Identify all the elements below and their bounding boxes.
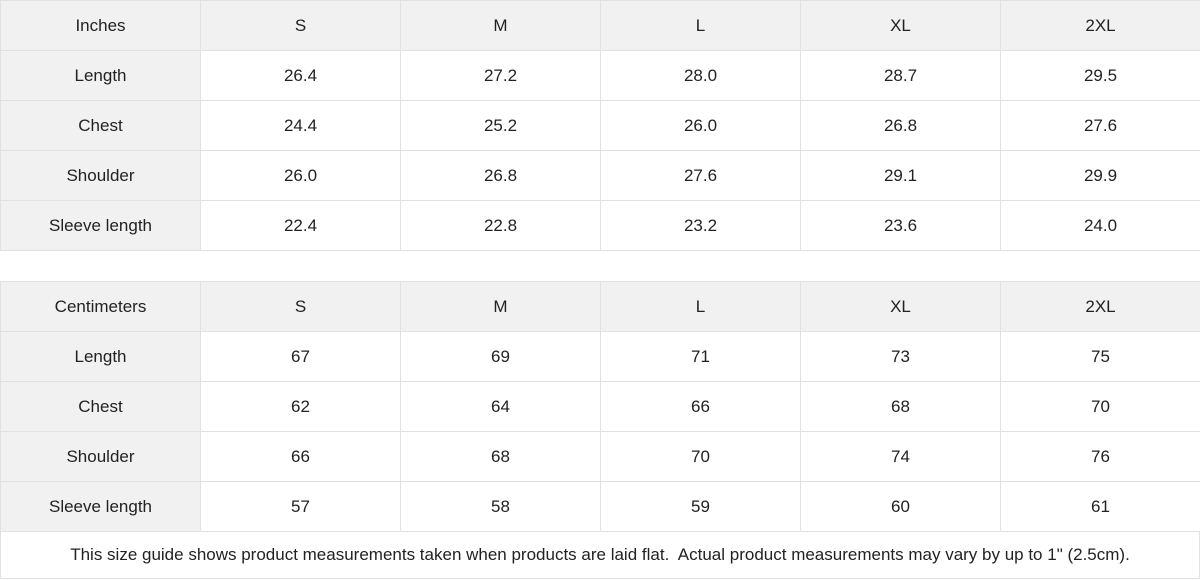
size-column-header-s: S [200, 281, 401, 332]
measurement-label: Shoulder [0, 150, 201, 201]
measurement-label: Chest [0, 381, 201, 432]
measurement-value: 25.2 [400, 100, 601, 151]
table-row-sleeve-length: Sleeve length 57 58 59 60 61 [0, 481, 1200, 532]
measurement-value: 24.4 [200, 100, 401, 151]
inches-header-row: Inches S M L XL 2XL [0, 0, 1200, 51]
measurement-value: 71 [600, 331, 801, 382]
centimeters-table: Centimeters S M L XL 2XL Length 67 69 71… [0, 281, 1200, 532]
measurement-value: 61 [1000, 481, 1200, 532]
measurement-label: Sleeve length [0, 200, 201, 251]
table-row-chest: Chest 24.4 25.2 26.0 26.8 27.6 [0, 100, 1200, 151]
size-guide-note: This size guide shows product measuremen… [0, 532, 1200, 579]
measurement-value: 27.2 [400, 50, 601, 101]
measurement-value: 58 [400, 481, 601, 532]
measurement-value: 67 [200, 331, 401, 382]
measurement-label: Length [0, 331, 201, 382]
measurement-value: 24.0 [1000, 200, 1200, 251]
measurement-value: 60 [800, 481, 1001, 532]
measurement-value: 28.0 [600, 50, 801, 101]
table-row-shoulder: Shoulder 66 68 70 74 76 [0, 431, 1200, 482]
measurement-value: 22.4 [200, 200, 401, 251]
table-row-length: Length 26.4 27.2 28.0 28.7 29.5 [0, 50, 1200, 101]
measurement-value: 22.8 [400, 200, 601, 251]
table-row-sleeve-length: Sleeve length 22.4 22.8 23.2 23.6 24.0 [0, 200, 1200, 251]
measurement-value: 68 [800, 381, 1001, 432]
size-column-header-m: M [400, 0, 601, 51]
measurement-value: 23.6 [800, 200, 1001, 251]
measurement-value: 76 [1000, 431, 1200, 482]
measurement-value: 26.8 [400, 150, 601, 201]
measurement-label: Chest [0, 100, 201, 151]
measurement-value: 68 [400, 431, 601, 482]
size-column-header-2xl: 2XL [1000, 0, 1200, 51]
measurement-value: 73 [800, 331, 1001, 382]
measurement-value: 27.6 [600, 150, 801, 201]
table-row-length: Length 67 69 71 73 75 [0, 331, 1200, 382]
measurement-label: Shoulder [0, 431, 201, 482]
unit-header-inches: Inches [0, 0, 201, 51]
measurement-value: 59 [600, 481, 801, 532]
measurement-value: 69 [400, 331, 601, 382]
table-row-shoulder: Shoulder 26.0 26.8 27.6 29.1 29.9 [0, 150, 1200, 201]
measurement-value: 26.0 [600, 100, 801, 151]
measurement-value: 70 [1000, 381, 1200, 432]
size-column-header-l: L [600, 0, 801, 51]
measurement-value: 57 [200, 481, 401, 532]
measurement-value: 66 [200, 431, 401, 482]
measurement-value: 74 [800, 431, 1001, 482]
size-column-header-2xl: 2XL [1000, 281, 1200, 332]
measurement-value: 64 [400, 381, 601, 432]
measurement-label: Length [0, 50, 201, 101]
measurement-value: 62 [200, 381, 401, 432]
measurement-value: 70 [600, 431, 801, 482]
measurement-value: 75 [1000, 331, 1200, 382]
measurement-value: 26.4 [200, 50, 401, 101]
unit-header-centimeters: Centimeters [0, 281, 201, 332]
measurement-value: 28.7 [800, 50, 1001, 101]
size-column-header-xl: XL [800, 0, 1001, 51]
inches-table: Inches S M L XL 2XL Length 26.4 27.2 28.… [0, 0, 1200, 251]
table-spacer [0, 251, 1200, 281]
centimeters-header-row: Centimeters S M L XL 2XL [0, 281, 1200, 332]
size-column-header-m: M [400, 281, 601, 332]
measurement-value: 23.2 [600, 200, 801, 251]
table-row-chest: Chest 62 64 66 68 70 [0, 381, 1200, 432]
size-column-header-s: S [200, 0, 401, 51]
measurement-value: 26.0 [200, 150, 401, 201]
measurement-value: 27.6 [1000, 100, 1200, 151]
measurement-value: 66 [600, 381, 801, 432]
size-column-header-l: L [600, 281, 801, 332]
measurement-label: Sleeve length [0, 481, 201, 532]
measurement-value: 29.9 [1000, 150, 1200, 201]
measurement-value: 29.1 [800, 150, 1001, 201]
measurement-value: 26.8 [800, 100, 1001, 151]
measurement-value: 29.5 [1000, 50, 1200, 101]
size-column-header-xl: XL [800, 281, 1001, 332]
